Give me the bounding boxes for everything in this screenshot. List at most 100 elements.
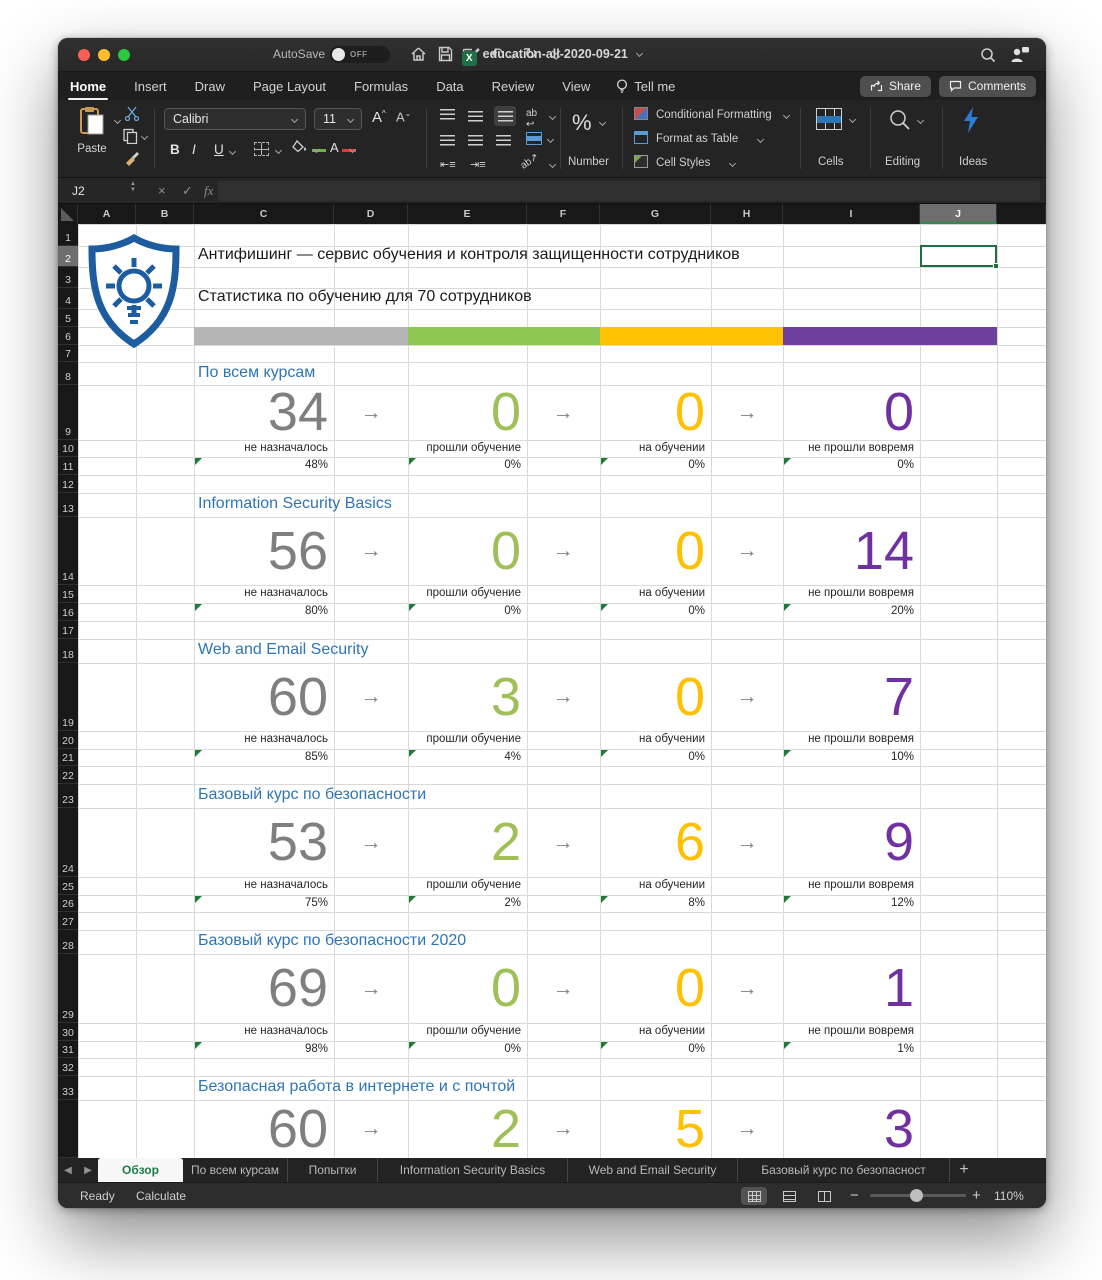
number-format-button[interactable]: % [572,110,592,135]
bold-button[interactable]: B [170,142,180,157]
row-header-4[interactable]: 4 [58,288,78,309]
ribbon-tab-data[interactable]: Data [436,78,464,94]
ribbon-tab-draw[interactable]: Draw [194,78,225,94]
column-header-D[interactable]: D [334,204,408,224]
conditional-formatting-icon[interactable] [634,107,648,123]
sheet-nav-forward[interactable]: ▶ [84,1164,92,1176]
search-icon[interactable] [980,47,996,68]
cells-button[interactable] [816,108,857,133]
row-header-2[interactable]: 2 [58,246,78,267]
align-left-icon[interactable] [440,134,455,149]
column-header-A[interactable]: A [78,204,136,224]
row-header-16[interactable]: 16 [58,603,78,621]
sheet-tab-3[interactable]: Попытки [288,1158,378,1182]
row-header-10[interactable]: 10 [58,440,78,457]
share-button[interactable]: Share [859,75,931,97]
column-header-G[interactable]: G [600,204,711,224]
zoom-traffic-light[interactable] [118,49,130,61]
name-box[interactable]: J2 [72,184,85,198]
name-box-spinner[interactable]: ▲ ▼ [130,181,136,193]
cancel-button[interactable]: × [158,183,166,198]
zoom-out-button[interactable]: − [850,1187,859,1204]
font-size-combo[interactable]: 11 [314,108,362,130]
row-header-3[interactable]: 3 [58,267,78,288]
comments-button[interactable]: Comments [938,75,1036,97]
align-right-icon[interactable] [496,134,511,149]
row-header-7[interactable]: 7 [58,345,78,362]
autosave-toggle[interactable]: OFF [330,46,390,63]
row-header-20[interactable]: 20 [58,731,78,749]
column-header-F[interactable]: F [527,204,600,224]
row-header-22[interactable]: 22 [58,766,78,784]
zoom-slider-knob[interactable] [910,1189,923,1202]
decrease-font-button[interactable]: A⌄ [396,109,412,125]
align-top-icon[interactable] [440,108,455,123]
row-header-33[interactable]: 33 [58,1076,78,1100]
copy-icon[interactable] [122,128,149,147]
row-header-29[interactable]: 29 [58,954,78,1023]
row-header-12[interactable]: 12 [58,475,78,493]
row-header-19[interactable]: 19 [58,663,78,731]
row-header-8[interactable]: 8 [58,362,78,385]
orientation-icon[interactable]: ab↗ [518,151,541,172]
editing-button[interactable] [888,108,925,135]
fill-color-button[interactable] [292,139,326,155]
row-header-21[interactable]: 21 [58,749,78,766]
sheet-tab-4[interactable]: Information Security Basics [378,1158,568,1182]
sheet-tab-6[interactable]: Базовый курс по безопасност [738,1158,950,1182]
sheet-nav-back[interactable]: ◀ [64,1164,72,1176]
toolbar-overflow-icon[interactable] [550,48,562,66]
row-header-14[interactable]: 14 [58,517,78,585]
increase-font-button[interactable]: A^ [372,109,386,126]
ribbon-tab-formulas[interactable]: Formulas [354,78,409,94]
profile-share-icon[interactable] [1010,46,1030,68]
wrap-text-icon[interactable]: ab ↩ [526,108,538,130]
save-icon[interactable] [438,46,453,67]
row-header-15[interactable]: 15 [58,585,78,603]
enter-button[interactable]: ✓ [182,183,193,198]
row-header-13[interactable]: 13 [58,493,78,517]
decrease-indent-icon[interactable]: ⇤≡ [440,159,456,171]
redo-icon[interactable]: ↻ [524,46,538,63]
row-header-32[interactable]: 32 [58,1058,78,1076]
row-header-11[interactable]: 11 [58,457,78,475]
align-middle-icon[interactable] [468,110,483,125]
ideas-button[interactable] [960,106,982,137]
align-center-icon[interactable] [468,134,483,149]
home-icon[interactable] [410,46,427,67]
row-header-6[interactable]: 6 [58,327,78,345]
add-sheet-button[interactable]: + [959,1161,969,1178]
row-header-30[interactable]: 30 [58,1023,78,1041]
font-name-combo[interactable]: Calibri [164,108,306,130]
borders-button[interactable] [254,142,283,159]
selection-fill-handle[interactable] [993,263,999,269]
sheet-tab-1[interactable]: Обзор [98,1158,183,1182]
column-header-E[interactable]: E [408,204,527,224]
page-layout-view-button[interactable] [776,1187,802,1205]
normal-view-button[interactable] [741,1187,767,1205]
format-as-table-icon[interactable] [634,131,648,147]
row-header-1[interactable]: 1 [58,224,78,246]
column-header-J[interactable]: J [920,204,997,224]
row-header-25[interactable]: 25 [58,877,78,895]
number-format-chevron[interactable] [598,118,607,127]
row-header-24[interactable]: 24 [58,808,78,877]
conditional-formatting-label[interactable]: Conditional Formatting [656,109,772,121]
row-header-27[interactable]: 27 [58,912,78,930]
cell-styles-icon[interactable] [634,155,648,171]
select-all-corner[interactable] [58,204,78,224]
paste-button[interactable]: Paste [72,106,122,155]
italic-button[interactable]: I [192,142,196,157]
close-traffic-light[interactable] [78,49,90,61]
format-as-table-label[interactable]: Format as Table [656,133,739,145]
calculate-indicator[interactable]: Calculate [136,1189,187,1203]
underline-button[interactable]: U [214,142,224,157]
increase-indent-icon[interactable]: ⇥≡ [470,159,486,171]
column-header-C[interactable]: C [194,204,334,224]
undo-icon[interactable]: ↶ [490,46,504,63]
column-header-I[interactable]: I [783,204,920,224]
merge-center-icon[interactable] [526,132,555,148]
row-header-5[interactable]: 5 [58,309,78,327]
row-header-9[interactable]: 9 [58,385,78,440]
zoom-in-button[interactable]: + [972,1187,981,1204]
